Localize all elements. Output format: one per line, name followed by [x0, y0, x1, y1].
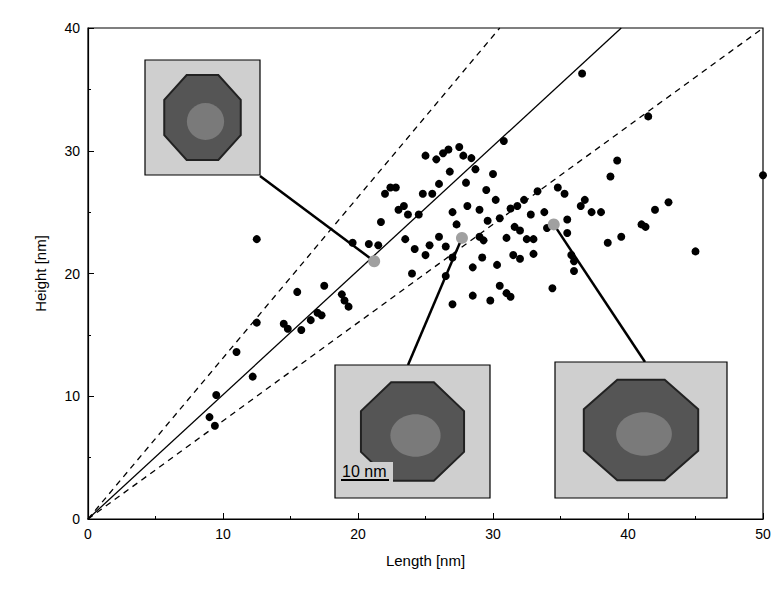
svg-text:20: 20: [64, 266, 80, 282]
svg-text:30: 30: [64, 143, 80, 159]
svg-text:30: 30: [485, 526, 501, 542]
svg-text:20: 20: [350, 526, 366, 542]
svg-text:10: 10: [64, 388, 80, 404]
svg-text:0: 0: [84, 526, 92, 542]
svg-text:Length [nm]: Length [nm]: [386, 552, 465, 569]
svg-text:0: 0: [72, 511, 80, 527]
svg-text:50: 50: [755, 526, 771, 542]
svg-text:40: 40: [620, 526, 636, 542]
svg-text:40: 40: [64, 20, 80, 36]
svg-text:Height [nm]: Height [nm]: [32, 235, 49, 312]
svg-text:10 nm: 10 nm: [342, 463, 386, 480]
svg-text:10: 10: [215, 526, 231, 542]
